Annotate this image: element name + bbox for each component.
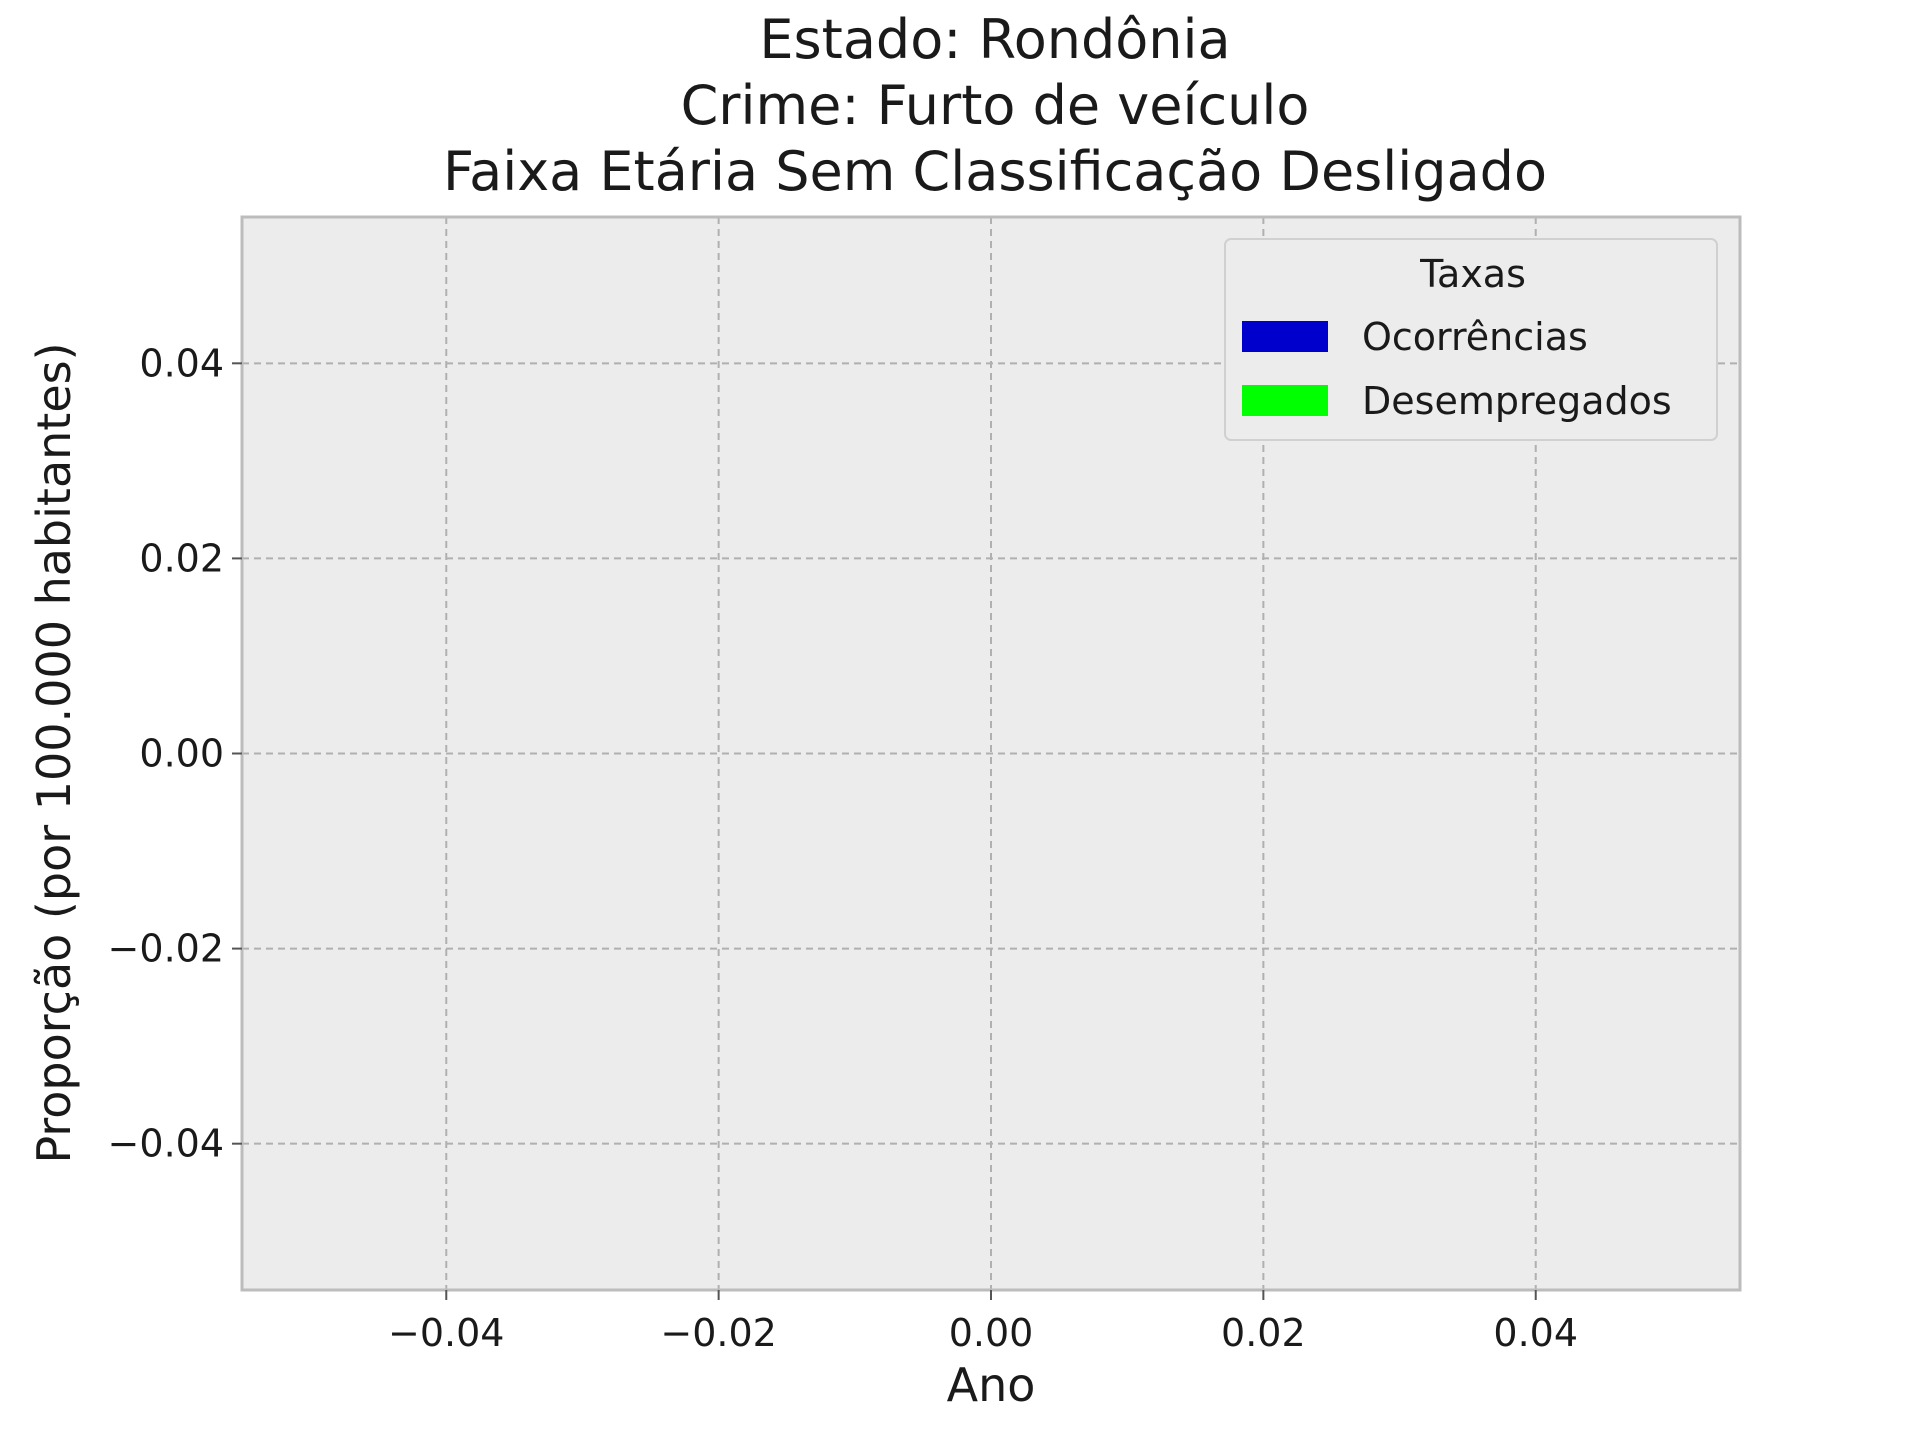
legend-label-ocorrencias: Ocorrências <box>1362 315 1588 359</box>
x-tick-label: 0.04 <box>1493 1311 1578 1355</box>
legend: Taxas Ocorrências Desempregados <box>1224 238 1718 441</box>
x-tick-label: 0.00 <box>949 1311 1034 1355</box>
x-ticks: −0.04 −0.02 0.00 0.02 0.04 <box>388 1290 1578 1355</box>
legend-swatch-desempregados <box>1242 385 1328 416</box>
legend-label-desempregados: Desempregados <box>1362 379 1672 423</box>
y-tick-label: 0.00 <box>139 732 224 776</box>
chart-title-line-3: Faixa Etária Sem Classificação Desligado <box>443 140 1547 203</box>
y-tick-label: −0.04 <box>108 1122 224 1166</box>
y-tick-label: −0.02 <box>108 927 224 971</box>
x-tick-label: −0.04 <box>388 1311 504 1355</box>
x-tick-label: 0.02 <box>1221 1311 1306 1355</box>
legend-title: Taxas <box>1419 252 1526 296</box>
y-tick-label: 0.04 <box>139 341 224 385</box>
y-axis-label: Proporção (por 100.000 habitantes) <box>27 342 81 1163</box>
x-tick-label: −0.02 <box>660 1311 776 1355</box>
legend-box <box>1224 238 1718 441</box>
legend-swatch-ocorrencias <box>1242 321 1328 352</box>
y-tick-label: 0.02 <box>139 536 224 580</box>
chart-title-line-1: Estado: Rondônia <box>759 8 1230 71</box>
x-gridlines <box>445 217 1537 1290</box>
y-ticks: 0.04 0.02 0.00 −0.02 −0.04 <box>108 341 242 1166</box>
chart-title-line-2: Crime: Furto de veículo <box>681 74 1310 137</box>
x-axis-label: Ano <box>947 1358 1036 1412</box>
